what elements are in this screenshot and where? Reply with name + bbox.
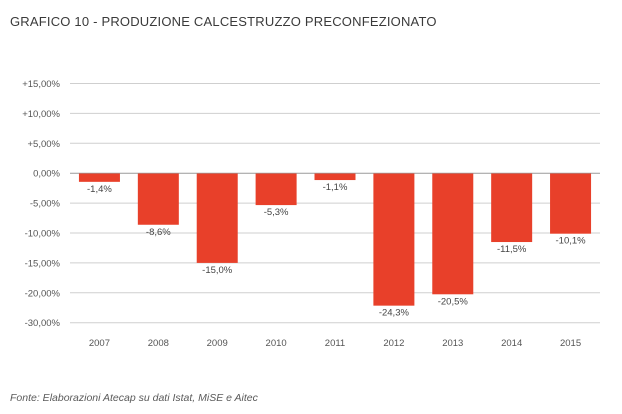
chart-title: GRAFICO 10 - PRODUZIONE CALCESTRUZZO PRE… [10,14,437,29]
value-label: -20,5% [438,296,469,307]
x-tick-label: 2008 [148,338,169,349]
value-label: -5,3% [264,207,289,218]
value-label: -8,6% [146,227,171,238]
source-note: Fonte: Elaborazioni Atecap su dati Istat… [10,392,258,404]
bar [432,173,474,295]
y-tick-label: -15,00% [25,258,61,269]
value-label: -15,0% [202,265,233,276]
y-tick-label: 0,00% [33,169,60,180]
bar-chart: +15,00% +10,00% +5,00% 0,00% -5,00% -10,00% -1… [22,79,600,349]
x-tick-label: 2010 [266,338,287,349]
bar [550,173,592,234]
x-tick-label: 2009 [207,338,228,349]
value-labels: -1,4% -8,6% -15,0% -5,3% -1,1% -24,3% -20,5% -1… [87,182,586,319]
bar [78,173,120,182]
value-label: -1,4% [87,184,112,195]
y-tick-label: +10,00% [22,109,60,120]
x-axis-ticks: 2007 2008 2009 2010 2011 2012 2013 2014 2015 [89,338,581,349]
bar [314,173,356,181]
y-tick-label: +15,00% [22,79,60,90]
bars [78,173,592,306]
y-tick-label: -5,00% [30,199,61,210]
y-tick-label: -10,00% [25,229,61,240]
value-label: -11,5% [497,244,527,255]
value-label: -24,3% [379,308,410,319]
gridlines [70,83,600,324]
y-tick-label: +5,00% [28,139,61,150]
x-tick-label: 2007 [89,338,110,349]
x-tick-label: 2012 [383,338,404,349]
bar [196,173,238,263]
bar [491,173,533,243]
bar [255,173,297,206]
value-label: -10,1% [556,236,587,247]
y-tick-label: -30,00% [25,318,61,329]
value-label: -1,1% [323,182,348,193]
y-tick-label: -20,00% [25,288,61,299]
x-tick-label: 2011 [325,338,345,349]
bar [137,173,179,225]
bar [373,173,415,306]
x-tick-label: 2014 [501,338,522,349]
y-axis-ticks: +15,00% +10,00% +5,00% 0,00% -5,00% -10,00% -1… [22,79,60,329]
x-tick-label: 2015 [560,338,581,349]
x-tick-label: 2013 [442,338,463,349]
